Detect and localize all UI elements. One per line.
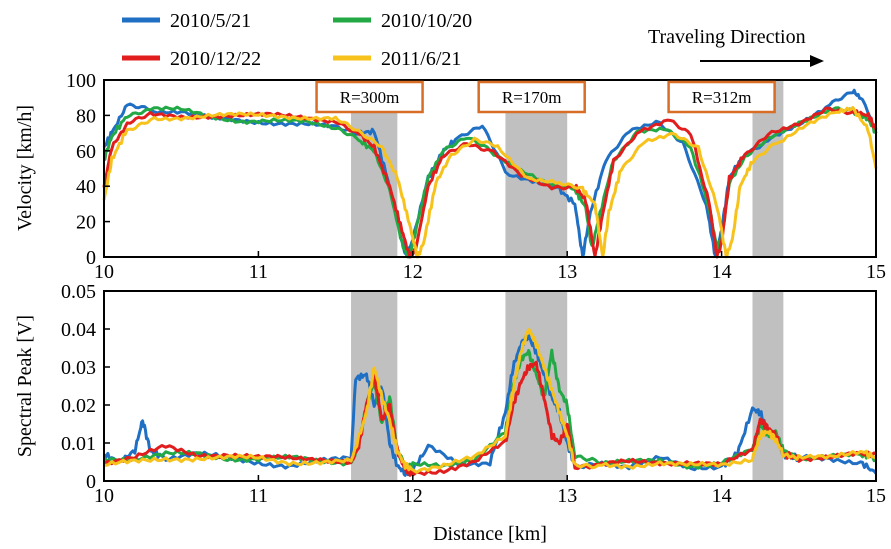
velocity-plot-frame [103,79,877,258]
spectral-y-tick-label: 0.02 [61,395,96,417]
spectral-curve-band-1 [505,291,568,481]
spectral-x-ticks: 10 11 12 13 14 15 [94,475,886,507]
spectral-series-line-2 [103,360,877,477]
spectral-series-line-0 [102,334,878,477]
traveling-direction-label: Traveling Direction [648,26,806,48]
spectral-x-tick-label: 14 [712,485,732,507]
spectral-plot-frame [103,290,877,482]
velocity-y-tick-label: 0 [86,247,96,269]
spectral-y-tick-label: 0.04 [61,319,96,341]
spectral-x-tick-label: 13 [557,485,577,507]
velocity-x-tick-label: 15 [866,261,886,283]
spectral-series [102,328,878,477]
legend-label-3: 2011/6/21 [381,48,461,70]
x-axis-label: Distance [km] [433,523,547,545]
spectral-panel: 0 0.01 0.02 0.03 0.04 0.05 10 11 12 13 14 15 Spect… [14,281,886,545]
velocity-y-tick-label: 100 [66,70,96,92]
spectral-y-ticks: 0 0.01 0.02 0.03 0.04 0.05 [61,281,110,493]
legend-label-0: 2010/5/21 [170,10,251,32]
traveling-direction: Traveling Direction [648,26,824,67]
spectral-y-tick-label: 0.05 [61,281,96,303]
velocity-x-tick-label: 10 [94,261,114,283]
spectral-x-tick-label: 15 [866,485,886,507]
velocity-x-tick-label: 13 [557,261,577,283]
velocity-y-tick-label: 20 [76,212,96,234]
spectral-curve-band-2 [752,291,784,481]
curve-label-box-0 [315,80,424,114]
spectral-y-axis-label: Spectral Peak [V] [14,315,36,457]
curve-label-1: R=170m [502,88,562,107]
legend: 2010/5/21 2010/10/20 2010/12/22 2011/6/2… [122,10,472,70]
curve-label-box-2 [667,80,776,114]
spectral-y-tick-label: 0.01 [61,433,96,455]
velocity-y-tick-label: 40 [76,176,96,198]
spectral-curve-bands [351,291,784,481]
velocity-y-tick-label: 60 [76,141,96,163]
velocity-series [102,88,878,259]
spectral-x-tick-label: 10 [94,485,114,507]
legend-label-2: 2010/12/22 [170,48,261,70]
legend-label-1: 2010/10/20 [381,10,472,32]
curve-label-2: R=312m [692,88,752,107]
spectral-y-tick-label: 0 [86,471,96,493]
direction-arrow-icon [810,55,824,67]
curve-radius-labels: R=300m R=170m R=312m [315,80,776,114]
curve-label-box-1 [477,80,586,114]
velocity-x-tick-label: 12 [403,261,423,283]
curve-label-0: R=300m [340,88,400,107]
spectral-x-tick-label: 12 [403,485,423,507]
velocity-x-tick-label: 14 [712,261,732,283]
velocity-x-ticks: 10 11 12 13 14 15 [94,251,886,283]
velocity-x-tick-label: 11 [249,261,268,283]
velocity-y-axis-label: Velocity [km/h] [14,105,36,231]
spectral-x-tick-label: 11 [249,485,268,507]
spectral-y-tick-label: 0.03 [61,357,96,379]
velocity-series-line-3 [102,106,878,259]
velocity-y-tick-label: 80 [76,105,96,127]
spectral-series-line-3 [103,328,877,474]
velocity-y-ticks: 0 20 40 60 80 100 [66,70,110,269]
